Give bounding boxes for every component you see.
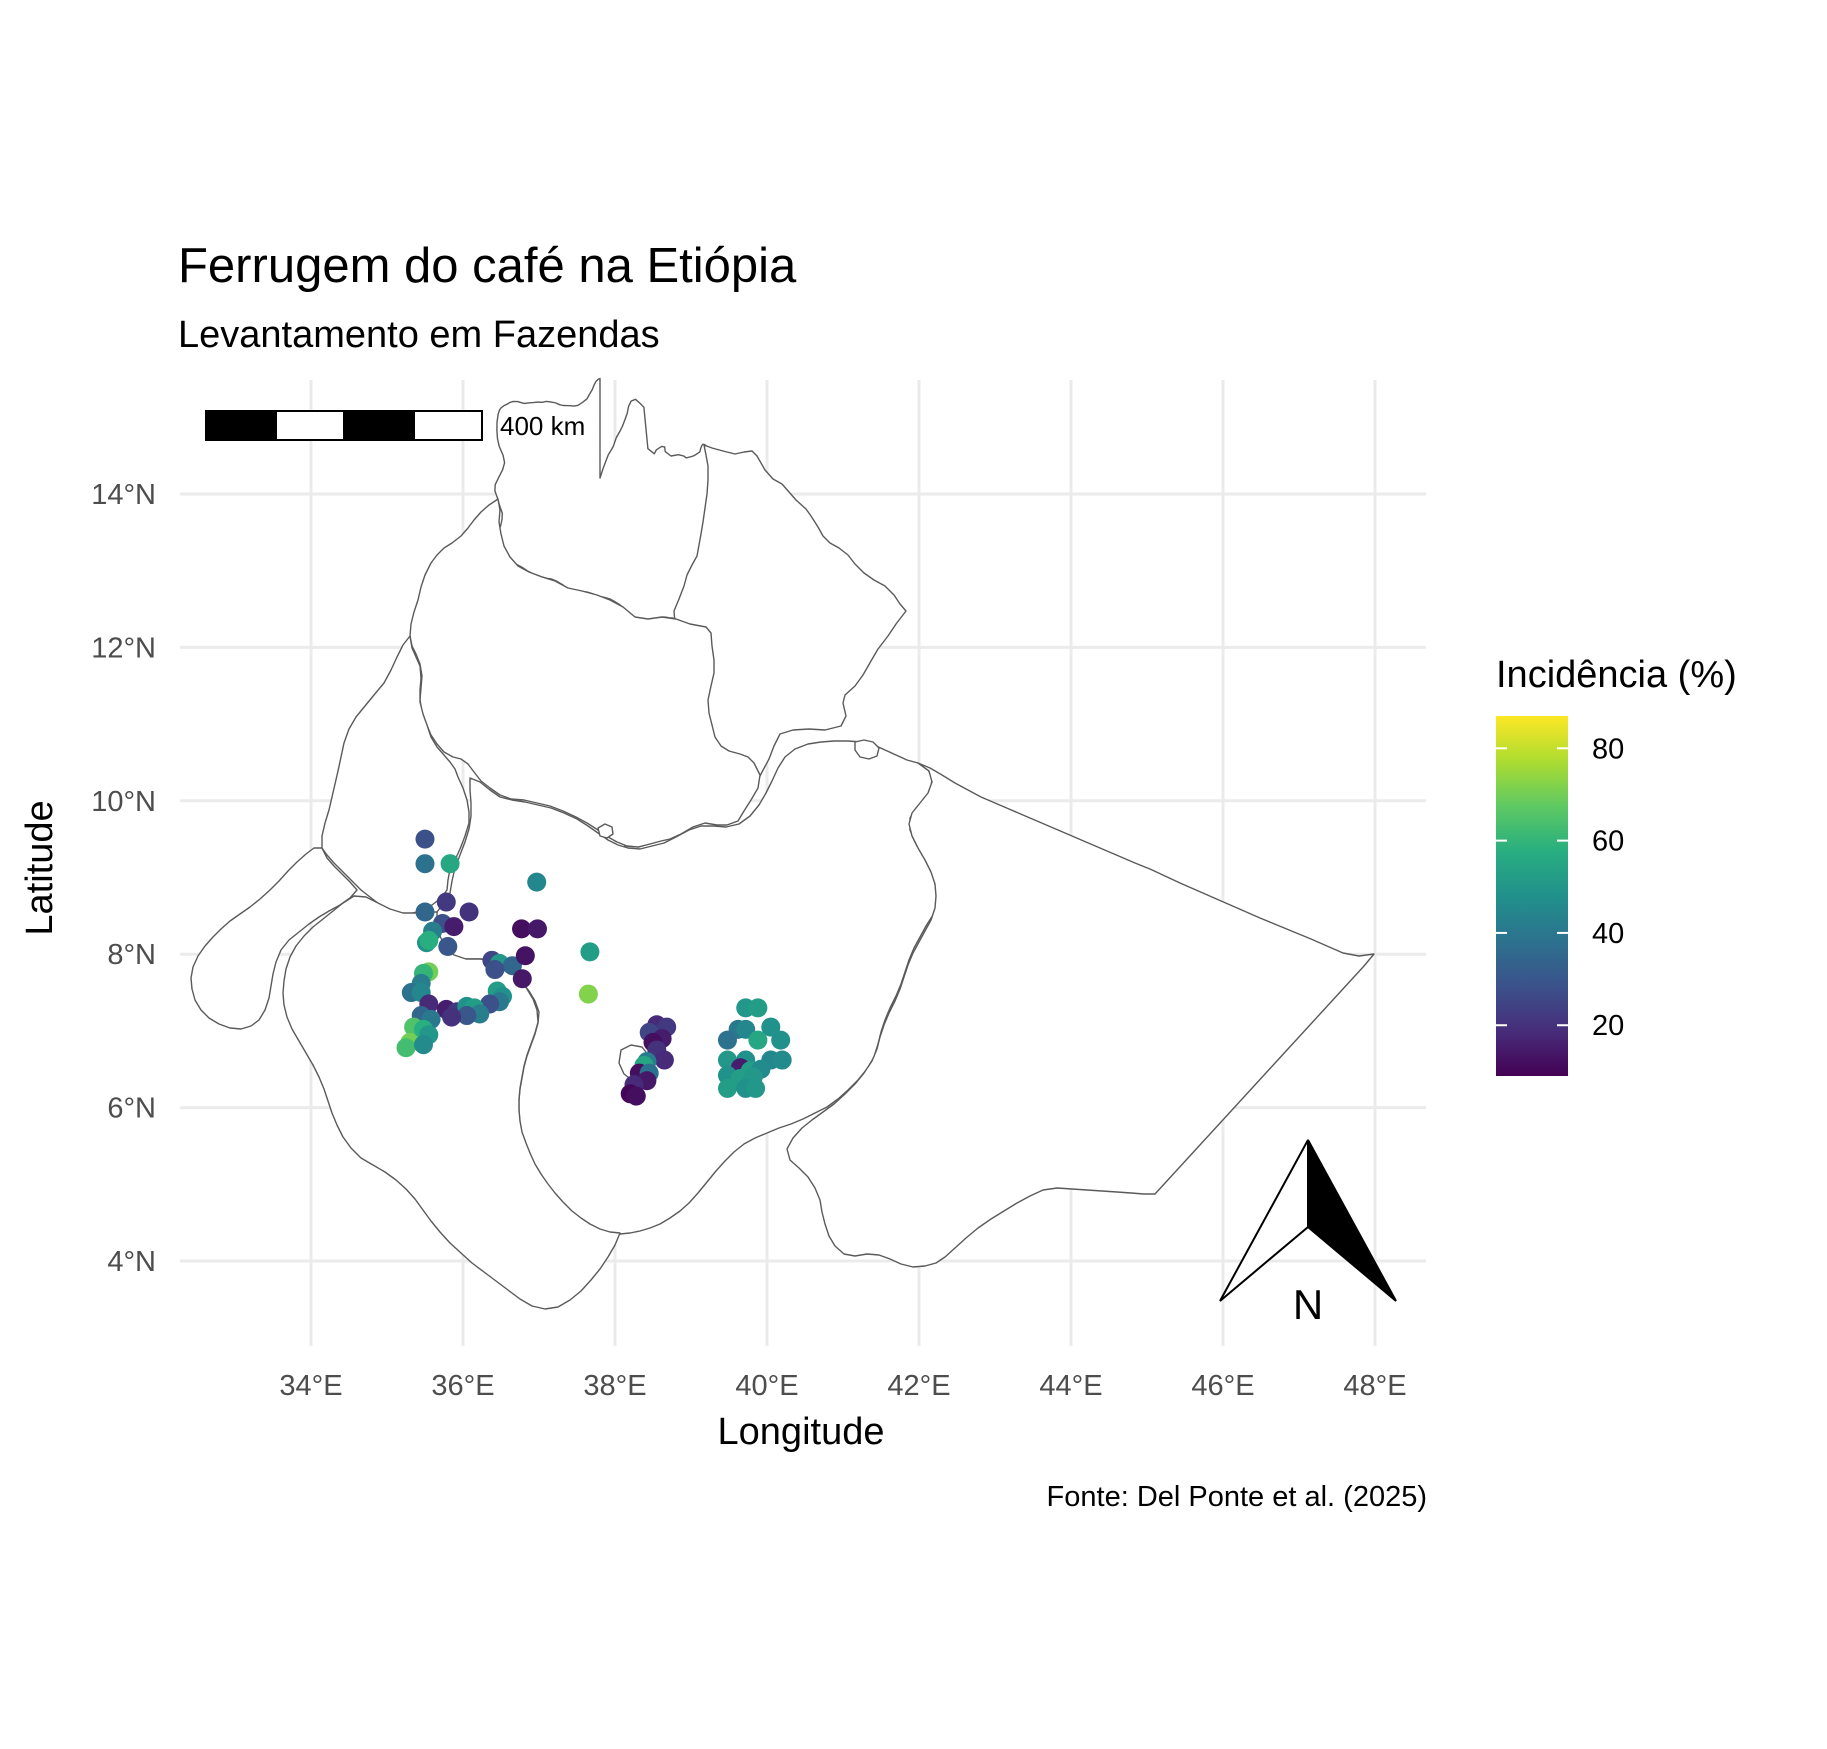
farm-point <box>771 1030 791 1050</box>
farm-point <box>442 1007 462 1027</box>
region-somali <box>786 762 1375 1268</box>
x-tick-label: 46°E <box>1191 1370 1254 1402</box>
north-arrow-left-half <box>1219 1139 1309 1302</box>
scale-bar-segment <box>413 410 483 441</box>
farm-point <box>578 984 598 1004</box>
farm-point <box>415 829 435 849</box>
farm-point <box>413 1035 433 1055</box>
legend-tick-label: 40 <box>1592 918 1624 950</box>
ethiopia-regions <box>190 377 1375 1310</box>
y-axis-title: Latitude <box>19 800 61 935</box>
north-arrow-label: N <box>1293 1281 1323 1328</box>
x-tick-label: 38°E <box>583 1370 646 1402</box>
x-tick-label: 48°E <box>1343 1370 1406 1402</box>
region-gambela <box>190 847 358 1030</box>
legend-ticks: 20 40 60 80 <box>1496 733 1624 1042</box>
scale-bar-label: 400 km <box>500 411 585 441</box>
scale-bar-segment <box>275 410 345 441</box>
farm-point <box>717 1078 737 1098</box>
north-arrow: N <box>1219 1139 1397 1328</box>
north-arrow-right-half <box>1307 1139 1397 1302</box>
farm-point <box>761 1017 781 1037</box>
scale-bar-segment <box>205 410 277 441</box>
farm-point <box>419 930 439 950</box>
x-tick-label: 42°E <box>887 1370 950 1402</box>
legend-tick-label: 60 <box>1592 826 1624 858</box>
farm-point <box>444 917 464 937</box>
farm-point <box>457 1006 477 1026</box>
x-axis-title: Longitude <box>718 1411 885 1453</box>
farm-points <box>396 829 792 1106</box>
farm-point <box>485 960 505 980</box>
farm-point <box>436 892 456 912</box>
y-tick-label: 12°N <box>91 632 156 664</box>
farm-point <box>440 854 460 874</box>
farm-point <box>512 919 532 939</box>
y-axis-ticks: 4°N 6°N 8°N 10°N 12°N 14°N <box>91 479 156 1278</box>
chart-title: Ferrugem do café na Etiópia <box>178 239 797 293</box>
farm-point <box>746 1078 766 1098</box>
farm-point <box>438 937 458 957</box>
chart-subtitle: Levantamento em Fazendas <box>178 314 660 356</box>
region-addis-ababa <box>597 823 614 839</box>
y-tick-label: 8°N <box>107 939 156 971</box>
farm-point <box>580 942 600 962</box>
scale-bar-segment <box>343 410 415 441</box>
farm-point <box>415 854 435 874</box>
scale-bar: 400 km <box>205 410 585 441</box>
region-dire-dawa-harari <box>854 739 880 760</box>
farm-point <box>717 1030 737 1050</box>
x-tick-label: 36°E <box>431 1370 494 1402</box>
farm-point <box>626 1086 646 1106</box>
x-tick-label: 34°E <box>279 1370 342 1402</box>
farm-point <box>515 946 535 966</box>
farm-point <box>527 919 547 939</box>
y-tick-label: 4°N <box>107 1246 156 1278</box>
farm-point <box>736 1019 756 1039</box>
farm-point <box>502 956 522 976</box>
farm-point <box>459 902 479 922</box>
farm-point <box>527 872 547 892</box>
farm-point <box>748 998 768 1018</box>
farm-point <box>512 969 532 989</box>
x-tick-label: 44°E <box>1039 1370 1102 1402</box>
x-tick-label: 40°E <box>735 1370 798 1402</box>
y-tick-label: 6°N <box>107 1093 156 1125</box>
legend-title: Incidência (%) <box>1496 654 1737 696</box>
legend-tick-label: 20 <box>1592 1010 1624 1042</box>
y-tick-label: 14°N <box>91 479 156 511</box>
legend-colorbar <box>1496 716 1568 1076</box>
farm-point <box>654 1050 674 1070</box>
farm-point <box>415 902 435 922</box>
color-legend: Incidência (%) 20 40 60 80 <box>1496 654 1737 1076</box>
farm-point <box>396 1038 416 1058</box>
farm-point <box>748 1030 768 1050</box>
region-snnpr <box>282 895 621 1310</box>
caption: Fonte: Del Ponte et al. (2025) <box>1047 1481 1427 1513</box>
x-axis-ticks: 34°E 36°E 38°E 40°E 42°E 44°E 46°E 48°E <box>279 1370 1406 1402</box>
farm-point <box>772 1050 792 1070</box>
y-tick-label: 10°N <box>91 786 156 818</box>
legend-tick-label: 80 <box>1592 733 1624 765</box>
